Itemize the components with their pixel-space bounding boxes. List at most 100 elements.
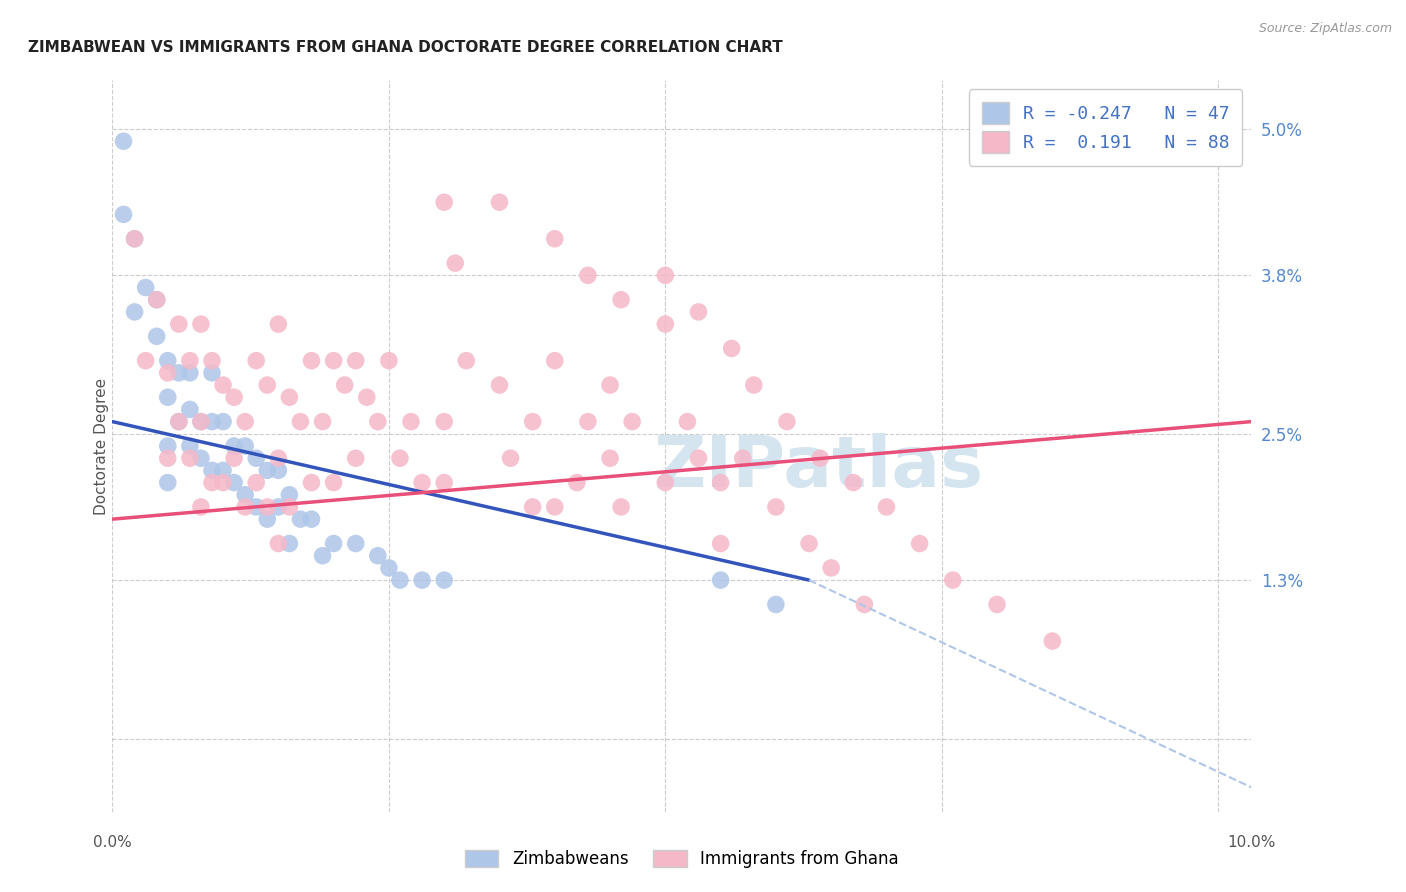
Point bbox=[124, 305, 146, 319]
Point bbox=[488, 378, 510, 392]
Point bbox=[201, 475, 224, 490]
Point bbox=[224, 439, 246, 453]
Point bbox=[190, 500, 212, 514]
Point bbox=[621, 415, 644, 429]
Point bbox=[986, 598, 1008, 612]
Point bbox=[488, 195, 510, 210]
Point bbox=[179, 402, 201, 417]
Text: Source: ZipAtlas.com: Source: ZipAtlas.com bbox=[1258, 22, 1392, 36]
Point bbox=[201, 353, 224, 368]
Point bbox=[135, 280, 157, 294]
Point bbox=[610, 293, 633, 307]
Point bbox=[731, 451, 754, 466]
Point bbox=[190, 317, 212, 331]
Point bbox=[224, 390, 246, 404]
Point bbox=[333, 378, 356, 392]
Point bbox=[224, 451, 246, 466]
Point bbox=[522, 415, 544, 429]
Point bbox=[1040, 634, 1063, 648]
Point bbox=[797, 536, 820, 550]
Point bbox=[776, 415, 799, 429]
Text: 10.0%: 10.0% bbox=[1227, 836, 1275, 850]
Point bbox=[808, 451, 831, 466]
Point bbox=[212, 415, 235, 429]
Point bbox=[875, 500, 897, 514]
Point bbox=[344, 536, 367, 550]
Point bbox=[322, 353, 344, 368]
Point bbox=[322, 475, 344, 490]
Point bbox=[145, 293, 167, 307]
Text: ZIMBABWEAN VS IMMIGRANTS FROM GHANA DOCTORATE DEGREE CORRELATION CHART: ZIMBABWEAN VS IMMIGRANTS FROM GHANA DOCT… bbox=[28, 40, 783, 55]
Point bbox=[267, 451, 290, 466]
Point bbox=[688, 451, 710, 466]
Point bbox=[853, 598, 876, 612]
Point bbox=[278, 500, 301, 514]
Point bbox=[499, 451, 522, 466]
Point bbox=[201, 463, 224, 477]
Point bbox=[256, 378, 278, 392]
Point bbox=[710, 536, 733, 550]
Point bbox=[167, 366, 190, 380]
Point bbox=[367, 549, 389, 563]
Point bbox=[765, 500, 787, 514]
Point bbox=[245, 500, 267, 514]
Point bbox=[522, 500, 544, 514]
Point bbox=[212, 463, 235, 477]
Point bbox=[544, 232, 567, 246]
Point bbox=[290, 415, 312, 429]
Point bbox=[167, 415, 190, 429]
Point bbox=[190, 451, 212, 466]
Point bbox=[942, 573, 965, 587]
Point bbox=[565, 475, 588, 490]
Point bbox=[167, 415, 190, 429]
Point bbox=[267, 463, 290, 477]
Point bbox=[201, 415, 224, 429]
Point bbox=[344, 353, 367, 368]
Point bbox=[124, 232, 146, 246]
Point bbox=[267, 500, 290, 514]
Point bbox=[212, 475, 235, 490]
Legend: Zimbabweans, Immigrants from Ghana: Zimbabweans, Immigrants from Ghana bbox=[457, 842, 907, 877]
Point bbox=[245, 451, 267, 466]
Point bbox=[190, 415, 212, 429]
Point bbox=[654, 317, 676, 331]
Point bbox=[433, 573, 456, 587]
Point bbox=[156, 390, 179, 404]
Point bbox=[654, 268, 676, 283]
Point bbox=[179, 451, 201, 466]
Point bbox=[135, 353, 157, 368]
Point bbox=[311, 415, 333, 429]
Point bbox=[456, 353, 478, 368]
Point bbox=[156, 439, 179, 453]
Point bbox=[433, 195, 456, 210]
Point bbox=[245, 353, 267, 368]
Point bbox=[710, 573, 733, 587]
Point bbox=[256, 500, 278, 514]
Point bbox=[433, 475, 456, 490]
Point bbox=[233, 488, 256, 502]
Point bbox=[212, 378, 235, 392]
Point bbox=[311, 549, 333, 563]
Point bbox=[908, 536, 931, 550]
Point bbox=[233, 500, 256, 514]
Point bbox=[842, 475, 865, 490]
Point bbox=[233, 439, 256, 453]
Point bbox=[145, 293, 167, 307]
Point bbox=[820, 561, 842, 575]
Y-axis label: Doctorate Degree: Doctorate Degree bbox=[94, 377, 108, 515]
Point bbox=[765, 598, 787, 612]
Point bbox=[544, 353, 567, 368]
Point bbox=[224, 475, 246, 490]
Point bbox=[388, 451, 411, 466]
Point bbox=[378, 561, 401, 575]
Point bbox=[179, 439, 201, 453]
Point bbox=[112, 207, 135, 221]
Point bbox=[290, 512, 312, 526]
Text: ZIPatlas: ZIPatlas bbox=[654, 434, 984, 502]
Point bbox=[267, 536, 290, 550]
Point bbox=[156, 353, 179, 368]
Point bbox=[344, 451, 367, 466]
Point bbox=[688, 305, 710, 319]
Point bbox=[433, 415, 456, 429]
Point bbox=[399, 415, 422, 429]
